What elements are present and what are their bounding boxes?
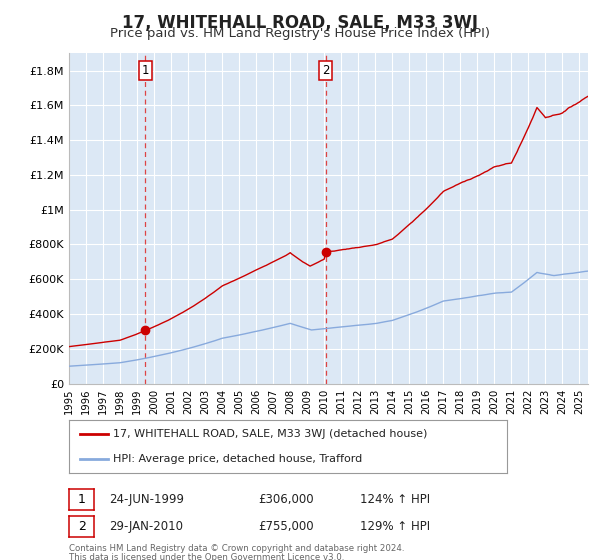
Text: 1: 1 <box>77 493 86 506</box>
Text: £755,000: £755,000 <box>258 520 314 533</box>
Text: Price paid vs. HM Land Registry's House Price Index (HPI): Price paid vs. HM Land Registry's House … <box>110 27 490 40</box>
Text: 24-JUN-1999: 24-JUN-1999 <box>109 493 184 506</box>
Text: 17, WHITEHALL ROAD, SALE, M33 3WJ: 17, WHITEHALL ROAD, SALE, M33 3WJ <box>122 14 478 32</box>
Text: 2: 2 <box>322 64 329 77</box>
Text: 129% ↑ HPI: 129% ↑ HPI <box>360 520 430 533</box>
Text: 17, WHITEHALL ROAD, SALE, M33 3WJ (detached house): 17, WHITEHALL ROAD, SALE, M33 3WJ (detac… <box>113 430 427 440</box>
Text: 2: 2 <box>77 520 86 533</box>
Text: 124% ↑ HPI: 124% ↑ HPI <box>360 493 430 506</box>
Text: Contains HM Land Registry data © Crown copyright and database right 2024.: Contains HM Land Registry data © Crown c… <box>69 544 404 553</box>
Text: HPI: Average price, detached house, Trafford: HPI: Average price, detached house, Traf… <box>113 454 362 464</box>
Text: This data is licensed under the Open Government Licence v3.0.: This data is licensed under the Open Gov… <box>69 553 344 560</box>
Text: 29-JAN-2010: 29-JAN-2010 <box>109 520 183 533</box>
Text: 1: 1 <box>142 64 149 77</box>
Text: £306,000: £306,000 <box>258 493 314 506</box>
